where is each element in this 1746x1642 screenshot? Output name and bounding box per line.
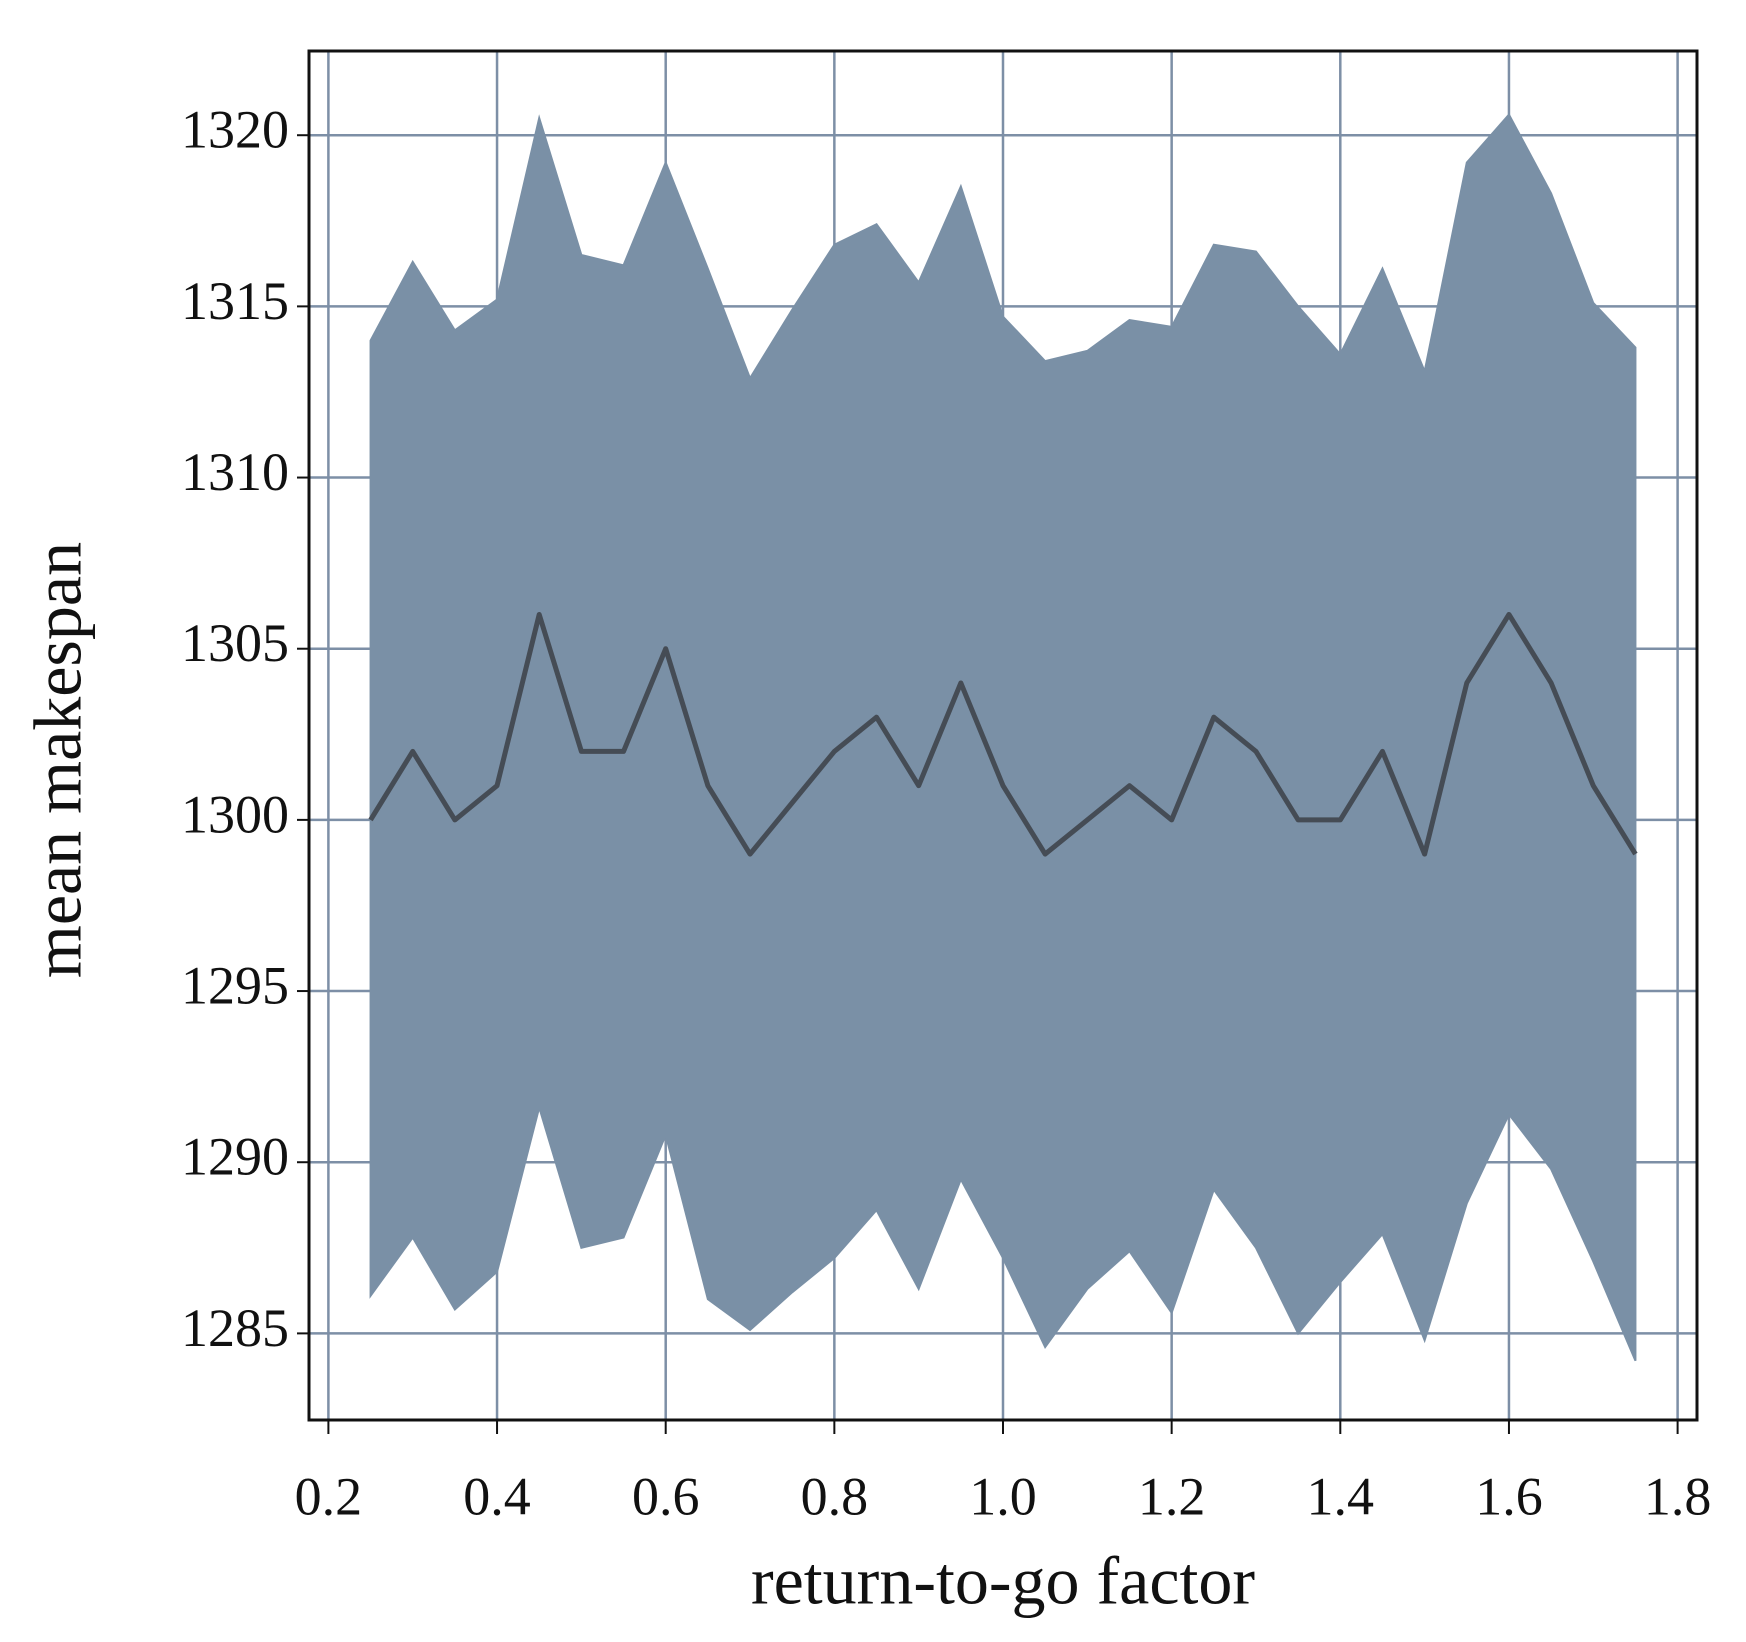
y-axis-label: mean makespan [20, 542, 96, 978]
x-tick-label: 0.2 [295, 1466, 363, 1526]
y-tick-label: 1305 [181, 613, 289, 673]
x-tick-label: 1.2 [1138, 1466, 1206, 1526]
x-tick-label: 0.6 [632, 1466, 700, 1526]
plot-frame [307, 49, 1699, 1422]
y-tick-label: 1320 [181, 100, 289, 160]
x-tick-label: 1.6 [1475, 1466, 1543, 1526]
x-tick-label: 1.8 [1644, 1466, 1712, 1526]
x-axis-label: return-to-go factor [751, 1543, 1255, 1619]
y-tick-label: 1285 [181, 1298, 289, 1358]
y-tick-label: 1295 [181, 955, 289, 1015]
x-tick-label: 1.0 [969, 1466, 1037, 1526]
x-tick-label: 0.4 [463, 1466, 531, 1526]
x-tick-label: 0.8 [801, 1466, 869, 1526]
x-tick-label: 1.4 [1307, 1466, 1375, 1526]
y-tick-label: 1315 [181, 271, 289, 331]
y-tick-label: 1310 [181, 442, 289, 502]
band [369, 112, 1637, 1362]
line [368, 611, 1638, 857]
y-tick-label: 1300 [181, 784, 289, 844]
y-tick-label: 1290 [181, 1127, 289, 1187]
